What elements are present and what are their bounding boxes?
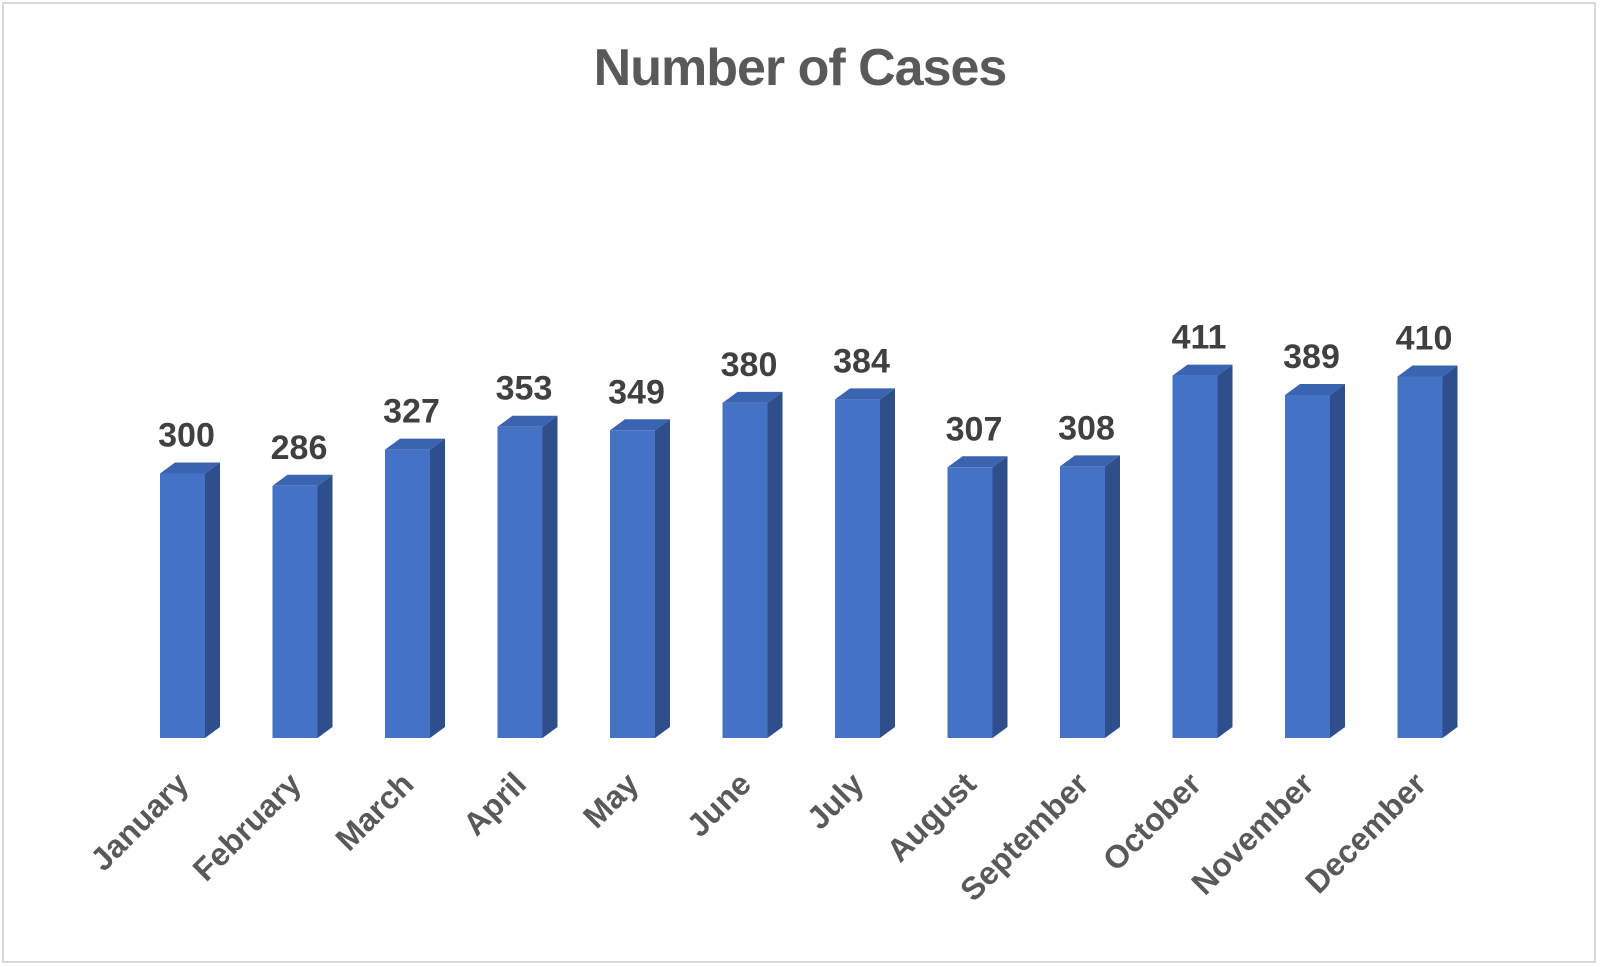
bar-side-september xyxy=(1105,455,1120,738)
bar-top-april xyxy=(497,415,558,427)
tick-label-november: November xyxy=(1184,765,1320,901)
bar-front-june xyxy=(722,402,768,738)
tick-label-july: July xyxy=(800,765,871,836)
tick-label-october: October xyxy=(1096,765,1208,877)
bar-top-october xyxy=(1172,364,1233,376)
bar-side-april xyxy=(542,415,558,738)
bar-side-may xyxy=(655,419,670,738)
bar-front-february xyxy=(272,485,318,738)
data-label-january: 300 xyxy=(158,416,215,454)
bar-side-february xyxy=(317,474,333,738)
chart-title: Number of Cases xyxy=(593,39,1008,97)
data-label-august: 307 xyxy=(946,410,1003,448)
bar-front-november xyxy=(1285,394,1330,738)
bar-top-june xyxy=(722,391,783,403)
bar-front-may xyxy=(610,430,655,738)
data-label-july: 384 xyxy=(833,342,890,380)
bar-side-november xyxy=(1330,383,1345,738)
bar-september xyxy=(1060,455,1120,738)
tick-label-january: January xyxy=(83,765,195,877)
tick-label-december: December xyxy=(1298,765,1433,900)
bar-top-december xyxy=(1397,365,1458,377)
bar-front-september xyxy=(1060,466,1105,738)
bar-november xyxy=(1285,383,1345,738)
data-label-march: 327 xyxy=(383,393,440,431)
bar-side-december xyxy=(1442,365,1458,738)
data-label-february: 286 xyxy=(271,429,328,467)
data-label-may: 349 xyxy=(608,373,665,411)
data-label-september: 308 xyxy=(1058,409,1115,447)
tick-label-april: April xyxy=(456,765,533,842)
bar-top-august xyxy=(947,456,1008,468)
bar-front-january xyxy=(160,473,205,738)
bar-july xyxy=(835,388,895,738)
data-label-april: 353 xyxy=(496,370,553,408)
bar-front-december xyxy=(1397,376,1443,738)
bar-august xyxy=(947,456,1008,738)
bar-april xyxy=(497,415,558,738)
data-label-october: 411 xyxy=(1172,319,1227,357)
data-label-june: 380 xyxy=(721,346,778,384)
bar-front-april xyxy=(497,426,543,738)
bar-october xyxy=(1172,364,1233,738)
bar-march xyxy=(385,438,445,738)
data-label-december: 410 xyxy=(1396,319,1453,357)
tick-label-march: March xyxy=(328,765,420,857)
tick-label-february: February xyxy=(186,765,308,887)
bar-top-september xyxy=(1060,455,1120,467)
bar-top-july xyxy=(835,388,895,400)
bar-top-november xyxy=(1285,383,1345,395)
tick-label-may: May xyxy=(576,765,646,835)
bar-may xyxy=(610,419,670,738)
bar-side-january xyxy=(205,462,220,738)
bar-december xyxy=(1397,365,1458,738)
bar-january xyxy=(160,462,220,738)
bar-front-august xyxy=(947,467,993,738)
bar-front-july xyxy=(835,399,880,738)
bar-june xyxy=(722,391,783,738)
bar-side-august xyxy=(992,456,1008,738)
bar-front-march xyxy=(385,449,430,738)
bar-side-july xyxy=(880,388,895,738)
bar-top-may xyxy=(610,419,670,431)
bar-side-march xyxy=(430,438,445,738)
tick-label-june: June xyxy=(680,765,758,843)
bar-front-october xyxy=(1172,375,1218,738)
bar-side-june xyxy=(767,391,783,738)
bar-side-october xyxy=(1217,364,1233,738)
bar-top-february xyxy=(272,474,333,486)
data-label-november: 389 xyxy=(1283,338,1340,376)
tick-label-august: August xyxy=(880,765,984,869)
bar-february xyxy=(272,474,333,738)
bar-top-january xyxy=(160,462,220,474)
bar-top-march xyxy=(385,438,445,450)
